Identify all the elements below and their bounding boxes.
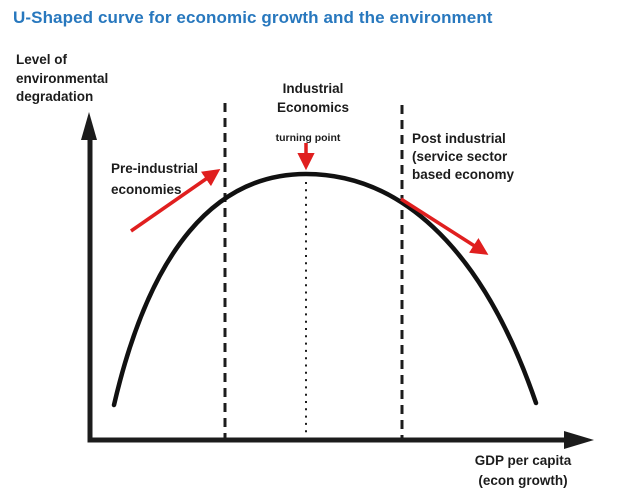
industrial-label-line: Economics bbox=[276, 100, 350, 115]
pre-industrial-label-line: Pre-industrial bbox=[111, 161, 199, 176]
x-axis-label-line: GDP per capita bbox=[474, 453, 572, 468]
industrial-region-label: Industrial Economics bbox=[256, 79, 370, 117]
page-title: U-Shaped curve for economic growth and t… bbox=[13, 8, 493, 27]
pre-industrial-label-line: economies bbox=[111, 182, 182, 197]
post-industrial-label-line: Post industrial bbox=[412, 131, 506, 146]
x-axis-arrowhead-icon bbox=[564, 431, 594, 449]
kuznets-curve bbox=[111, 171, 539, 408]
industrial-label-line: Industrial bbox=[282, 81, 344, 96]
y-axis-label-line: Level of bbox=[16, 52, 68, 67]
pre-industrial-region-label: Pre-industrial economies bbox=[111, 158, 198, 200]
post-industrial-arrow bbox=[400, 197, 489, 255]
turning-point-label: turning point bbox=[275, 132, 341, 144]
y-axis-label: Level of environmental degradation bbox=[16, 51, 108, 107]
y-axis-label-line: degradation bbox=[16, 89, 94, 104]
y-axis-arrowhead-icon bbox=[81, 112, 97, 140]
y-axis-label-line: environmental bbox=[16, 70, 109, 86]
post-industrial-region-label: Post industrial (service sector based ec… bbox=[412, 130, 514, 184]
post-industrial-label-line: (service sector bbox=[412, 149, 508, 164]
x-axis-label: GDP per capita (econ growth) bbox=[462, 451, 584, 491]
post-industrial-label-line: based economy bbox=[412, 167, 515, 182]
x-axis-label-line: (econ growth) bbox=[478, 473, 568, 488]
